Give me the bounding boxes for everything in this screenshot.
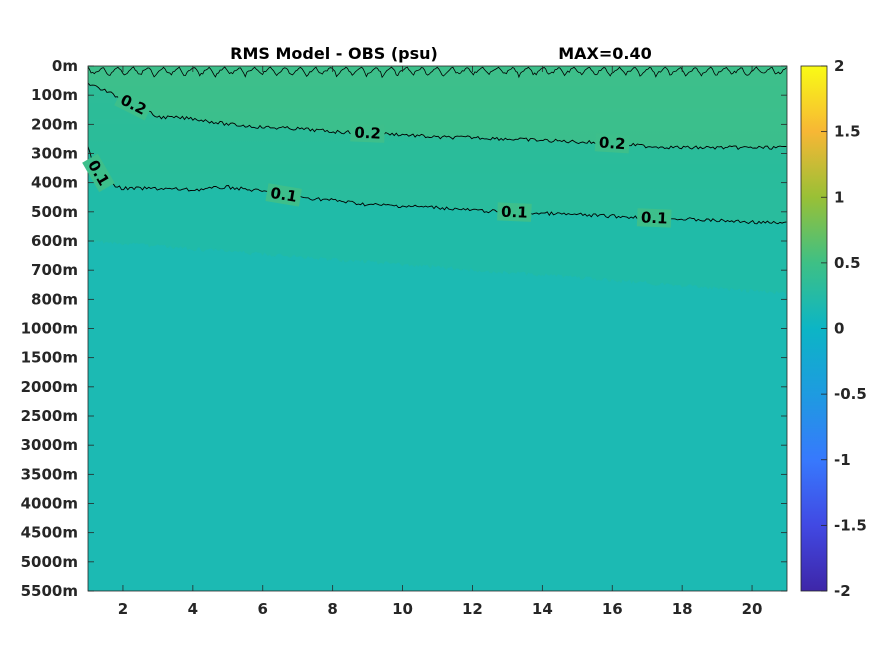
x-tick-label: 14	[532, 600, 553, 618]
contour-line-0-2	[88, 82, 787, 150]
y-tick-label: 300m	[31, 145, 78, 163]
max-annotation: MAX=0.40	[558, 44, 652, 63]
y-tick-label: 5500m	[21, 582, 78, 600]
colorbar: 2 1.5 1 0.5 0 -0.5 -1 -1.5 -2	[800, 57, 867, 600]
y-tick-label: 4000m	[21, 495, 78, 513]
colorbar-tick-label: 2	[834, 57, 844, 75]
x-axis: 2 4 6 8 10 12 14 16 18 20	[118, 66, 763, 618]
y-tick-label: 700m	[31, 261, 78, 279]
x-tick-label: 8	[327, 600, 337, 618]
colorbar-tick-label: 0	[834, 320, 844, 338]
y-tick-label: 1000m	[21, 320, 78, 338]
contour-label: 0.1	[501, 203, 528, 222]
y-tick-label: 3000m	[21, 436, 78, 454]
x-tick-label: 6	[258, 600, 268, 618]
contour-label: 0.2	[598, 133, 626, 153]
contour-label-bg	[82, 153, 115, 193]
colorbar-tick-label: -1.5	[834, 516, 867, 534]
contour-label: 0.2	[354, 124, 381, 143]
x-tick-label: 16	[602, 600, 623, 618]
colorbar-tick-label: 1	[834, 188, 844, 206]
colorbar-tick-label: 0.5	[834, 254, 861, 272]
contour-label: 0.1	[269, 184, 298, 206]
y-tick-label: 2500m	[21, 407, 78, 425]
contour-label-bg	[497, 202, 532, 222]
y-tick-label: 100m	[31, 86, 78, 104]
field-band-lower	[88, 147, 787, 295]
colorbar-tick-label: -0.5	[834, 385, 867, 403]
y-tick-label: 400m	[31, 174, 78, 192]
contour-label-bg	[636, 208, 672, 228]
contour-labels: 0.20.20.20.10.10.1 0.1	[82, 89, 672, 228]
contour-label-bg	[114, 89, 153, 121]
x-tick-label: 18	[672, 600, 693, 618]
y-tick-label: 0m	[52, 57, 78, 75]
field-band-mid	[88, 83, 787, 224]
y-tick-label: 800m	[31, 290, 78, 308]
contour-line-surface	[88, 66, 787, 79]
y-tick-label: 5000m	[21, 553, 78, 571]
y-tick-label: 600m	[31, 232, 78, 250]
colorbar-tick-label: -2	[834, 582, 851, 600]
plot-area	[88, 66, 787, 591]
y-tick-label: 200m	[31, 115, 78, 133]
y-tick-label: 4500m	[21, 524, 78, 542]
contour-label-bg	[350, 123, 385, 143]
contour-label-bg	[265, 183, 302, 207]
y-tick-label: 1500m	[21, 349, 78, 367]
y-tick-label: 500m	[31, 203, 78, 221]
x-tick-label: 10	[392, 600, 413, 618]
chart-title: RMS Model - OBS (psu)	[230, 44, 438, 63]
contour-label: 0.1	[641, 208, 668, 227]
x-tick-label: 2	[118, 600, 128, 618]
colorbar-tick-label: -1	[834, 451, 851, 469]
field-band-shallow	[88, 66, 787, 148]
y-axis: 0m 100m 200m 300m 400m 500m 600m 700m 800m 1000m 1…	[21, 57, 787, 600]
y-tick-label: 2000m	[21, 378, 78, 396]
x-tick-label: 20	[742, 600, 763, 618]
y-tick-label: 3500m	[21, 465, 78, 483]
contour-label-bg	[594, 133, 630, 154]
colorbar-tick-label: 1.5	[834, 123, 861, 141]
x-tick-label: 4	[188, 600, 198, 618]
colorbar-ticks: 2 1.5 1 0.5 0 -0.5 -1 -1.5 -2	[821, 57, 867, 600]
x-tick-label: 12	[462, 600, 483, 618]
